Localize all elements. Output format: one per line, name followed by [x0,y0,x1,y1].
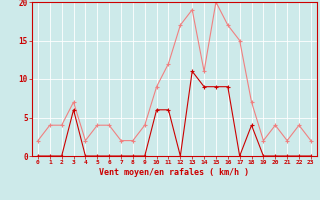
X-axis label: Vent moyen/en rafales ( km/h ): Vent moyen/en rafales ( km/h ) [100,168,249,177]
